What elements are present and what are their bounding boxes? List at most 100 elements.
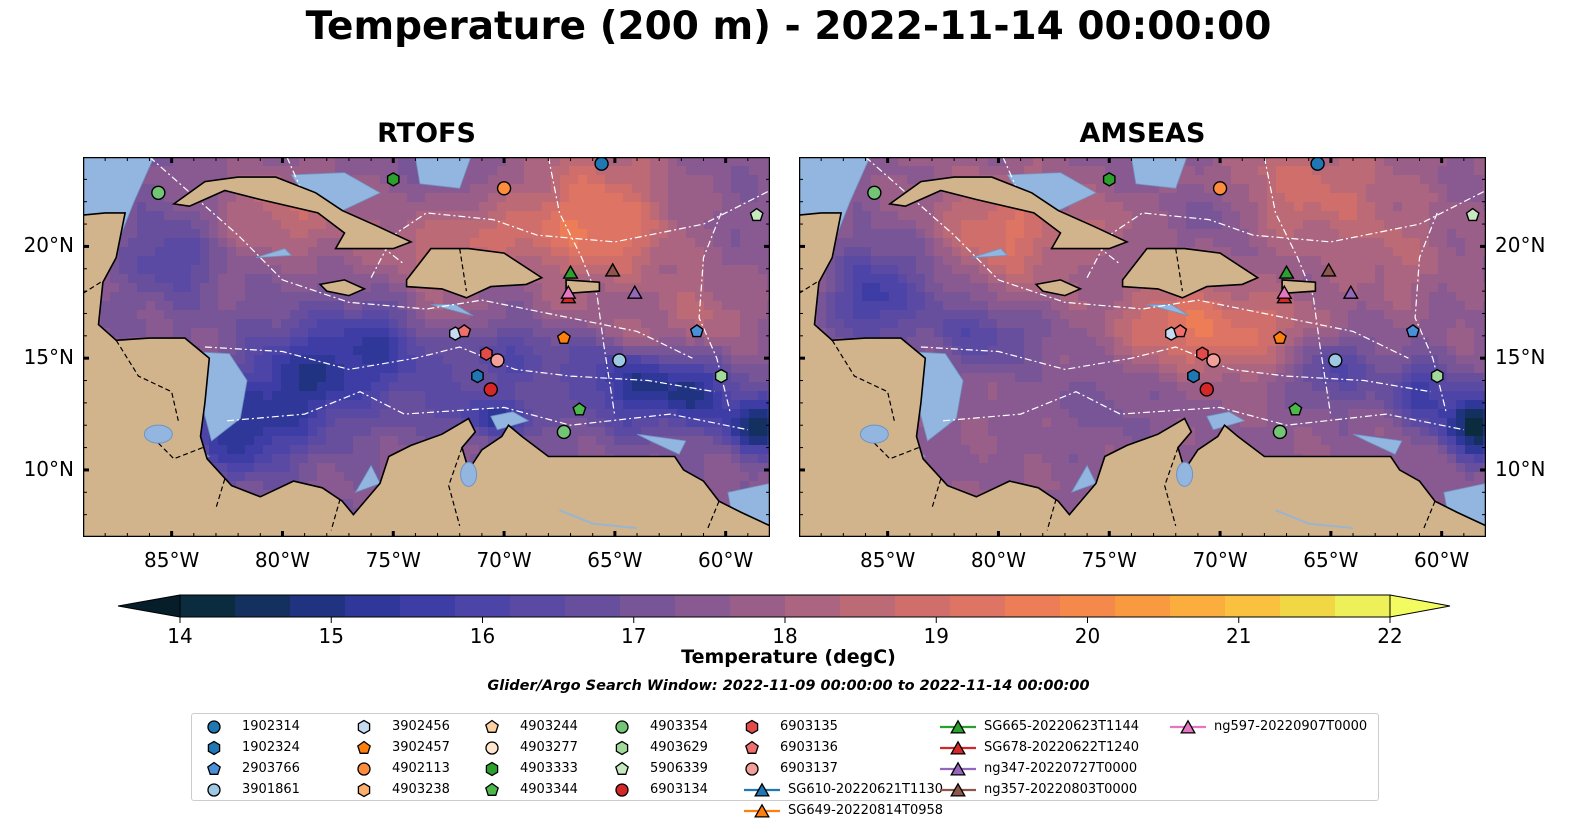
- observation-marker[interactable]: [151, 185, 166, 200]
- legend-marker: [615, 740, 629, 755]
- observation-marker[interactable]: [1430, 368, 1444, 384]
- land-cuba: [171, 176, 414, 250]
- observation-marker[interactable]: [1272, 424, 1288, 440]
- observation-marker[interactable]: [1465, 207, 1480, 222]
- latitude-tick-label-left: 15°N: [23, 345, 74, 370]
- shallow-shelf-area: [1206, 411, 1246, 431]
- legend-item: SG665-20220623T1144: [938, 716, 1139, 737]
- observation-marker[interactable]: [562, 264, 579, 279]
- observation-marker[interactable]: [604, 262, 621, 277]
- observation-marker[interactable]: [1320, 262, 1337, 277]
- observation-marker[interactable]: [1288, 402, 1303, 416]
- colorbar-tick-label: 17: [621, 624, 646, 648]
- observation-marker[interactable]: [867, 185, 882, 200]
- colorbar-tick-label: 22: [1377, 624, 1402, 648]
- colorbar-segment: [950, 595, 1006, 617]
- observation-marker[interactable]: [1199, 382, 1214, 397]
- legend-label: 4903277: [520, 740, 578, 755]
- lake-nicaragua: [143, 424, 173, 444]
- map-frame: [83, 157, 770, 537]
- legend-marker: [615, 782, 629, 797]
- panel-title-amseas: AMSEAS: [1079, 118, 1206, 149]
- eez-boundary-line: [920, 346, 1431, 393]
- observation-marker[interactable]: [1310, 157, 1325, 171]
- legend-label: 3901861: [242, 782, 300, 797]
- colorbar-segment: [1225, 595, 1281, 617]
- legend-item: 6903137: [742, 758, 838, 779]
- shallow-shelf-area: [430, 304, 474, 317]
- observation-marker[interactable]: [1342, 284, 1359, 299]
- latitude-tick-label-right: 15°N: [1495, 345, 1546, 370]
- observation-marker[interactable]: [572, 402, 587, 416]
- observation-marker[interactable]: [749, 207, 764, 222]
- legend-label: SG665-20220623T1144: [984, 719, 1140, 734]
- colorbar-segment: [565, 595, 621, 617]
- legend-item: 4903629: [612, 737, 708, 758]
- river: [1275, 509, 1354, 530]
- shallow-shelf-area: [1146, 304, 1190, 317]
- legend-item: SG610-20220621T1130: [742, 779, 943, 800]
- observation-marker[interactable]: [556, 424, 572, 440]
- latitude-tick-label-right: 10°N: [1495, 456, 1546, 481]
- observation-marker[interactable]: [1102, 172, 1116, 187]
- observation-marker[interactable]: [689, 324, 704, 338]
- observation-marker[interactable]: [1405, 324, 1420, 338]
- observation-marker[interactable]: [1196, 346, 1209, 362]
- land-hispaniola: [1121, 247, 1260, 299]
- observation-marker[interactable]: [714, 368, 728, 384]
- legend-line-marker: [940, 781, 976, 797]
- figure-title: Temperature (200 m) - 2022-11-14 00:00:0…: [305, 4, 1272, 49]
- observation-marker[interactable]: [1206, 353, 1221, 368]
- observation-marker[interactable]: [483, 382, 498, 397]
- legend-item: 5906339: [612, 758, 708, 779]
- eez-boundary-line: [204, 346, 715, 393]
- longitude-tick-label: 65°W: [1303, 548, 1359, 572]
- legend-line-marker: [744, 802, 780, 818]
- legend-marker: [207, 740, 221, 755]
- longitude-tick-label: 75°W: [1081, 548, 1137, 572]
- observation-marker[interactable]: [386, 172, 400, 187]
- shallow-shelf-area: [255, 248, 293, 258]
- observation-marker[interactable]: [556, 330, 571, 344]
- longitude-tick-label: 70°W: [1192, 548, 1248, 572]
- colorbar-segment: [840, 595, 896, 617]
- river: [559, 509, 638, 530]
- colorbar-segment: [510, 595, 566, 617]
- legend-item: 4902113: [354, 758, 450, 779]
- national-border: [1175, 248, 1183, 292]
- legend: 1902314 1902324 2903766 3901861 3902456 39024…: [191, 713, 1379, 818]
- legend-marker: [485, 782, 499, 796]
- legend-label: 3902456: [392, 719, 450, 734]
- observation-marker[interactable]: [471, 368, 484, 384]
- observation-marker[interactable]: [1272, 330, 1287, 344]
- longitude-tick-label: 70°W: [476, 548, 532, 572]
- colorbar-segment: [730, 595, 786, 617]
- observation-marker[interactable]: [1173, 324, 1188, 338]
- observation-marker[interactable]: [496, 181, 512, 196]
- legend-item: 3902457: [354, 737, 450, 758]
- map-panel-amseas[interactable]: [799, 157, 1486, 537]
- observation-marker[interactable]: [1278, 264, 1295, 279]
- map-panel-rtofs[interactable]: [83, 157, 770, 537]
- observation-marker[interactable]: [1212, 181, 1228, 196]
- observation-marker[interactable]: [594, 157, 609, 171]
- observation-marker[interactable]: [480, 346, 493, 362]
- observation-marker[interactable]: [1328, 353, 1343, 368]
- lake-nicaragua: [859, 424, 889, 444]
- observation-marker[interactable]: [560, 284, 577, 299]
- shallow-shelf-area: [1352, 433, 1403, 455]
- national-border: [330, 498, 341, 531]
- legend-label: SG610-20220621T1130: [788, 782, 944, 797]
- land-cuba: [887, 176, 1130, 250]
- observation-marker[interactable]: [1276, 284, 1293, 299]
- observation-marker[interactable]: [490, 353, 505, 368]
- observation-marker[interactable]: [626, 284, 643, 299]
- legend-label: ng357-20220803T0000: [984, 782, 1138, 797]
- eez-boundary-line: [1263, 157, 1332, 417]
- legend-line-marker: [940, 718, 976, 734]
- observation-marker[interactable]: [612, 353, 627, 368]
- observation-marker[interactable]: [457, 324, 472, 338]
- national-border: [448, 447, 463, 526]
- observation-marker[interactable]: [1187, 368, 1200, 384]
- shallow-shelf-area: [1130, 157, 1188, 189]
